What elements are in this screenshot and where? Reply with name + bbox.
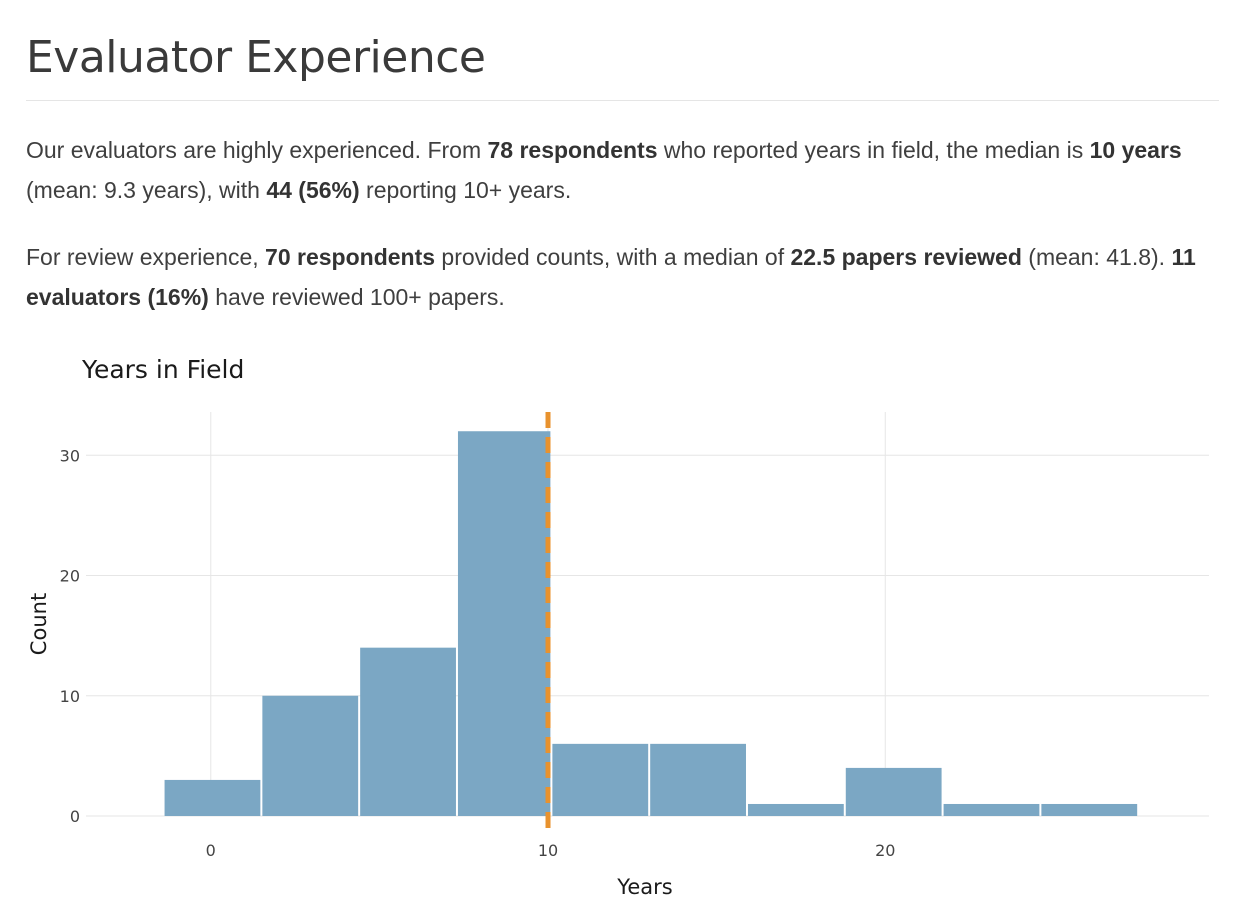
histogram-bar[interactable]: [552, 743, 649, 816]
review-respondents-count: 70 respondents: [265, 244, 436, 270]
axis-ticks: 0 10 20 30 0 10 20: [60, 446, 896, 860]
years-text-3: (mean: 9.3 years), with: [26, 177, 267, 203]
title-divider: [26, 100, 1219, 101]
histogram-bar[interactable]: [747, 803, 844, 816]
histogram-bar[interactable]: [943, 803, 1040, 816]
histogram-bar[interactable]: [1041, 803, 1138, 816]
years-10plus-count: 44 (56%): [266, 177, 360, 203]
histogram-bar[interactable]: [457, 431, 551, 816]
years-text-2: who reported years in field, the median …: [657, 137, 1090, 163]
y-tick-label: 10: [60, 687, 80, 706]
histogram-bar[interactable]: [650, 743, 746, 816]
histogram-bar[interactable]: [164, 779, 261, 816]
x-tick-label: 10: [538, 841, 558, 860]
y-axis-label: Count: [27, 593, 51, 655]
histogram-bars: [164, 431, 1138, 816]
histogram-bar[interactable]: [360, 647, 456, 816]
review-summary-paragraph: For review experience, 70 respondents pr…: [26, 237, 1220, 317]
review-median: 22.5 papers reviewed: [790, 244, 1022, 270]
chart-title: Years in Field: [81, 355, 244, 384]
years-summary-paragraph: Our evaluators are highly experienced. F…: [26, 130, 1220, 210]
years-text-1: Our evaluators are highly experienced. F…: [26, 137, 488, 163]
histogram-bar[interactable]: [845, 767, 942, 816]
x-tick-label: 20: [875, 841, 895, 860]
y-tick-label: 0: [70, 807, 80, 826]
review-text-1: For review experience,: [26, 244, 266, 270]
years-median: 10 years: [1089, 137, 1182, 163]
years-text-4: reporting 10+ years.: [359, 177, 572, 203]
y-tick-label: 20: [60, 567, 80, 586]
y-tick-label: 30: [60, 446, 80, 465]
review-text-4: have reviewed 100+ papers.: [208, 284, 505, 310]
review-text-2: provided counts, with a median of: [435, 244, 791, 270]
review-text-3: (mean: 41.8).: [1021, 244, 1172, 270]
x-axis-label: Years: [616, 875, 672, 899]
x-tick-label: 0: [206, 841, 216, 860]
review-100plus-count: 11 evaluators (16%): [26, 244, 1196, 310]
page-title: Evaluator Experience: [26, 32, 486, 83]
years-in-field-histogram: Years in Field 0 10 20 30 0 10 20 Years Count: [27, 355, 1209, 899]
years-respondents-count: 78 respondents: [487, 137, 658, 163]
histogram-bar[interactable]: [262, 695, 359, 816]
